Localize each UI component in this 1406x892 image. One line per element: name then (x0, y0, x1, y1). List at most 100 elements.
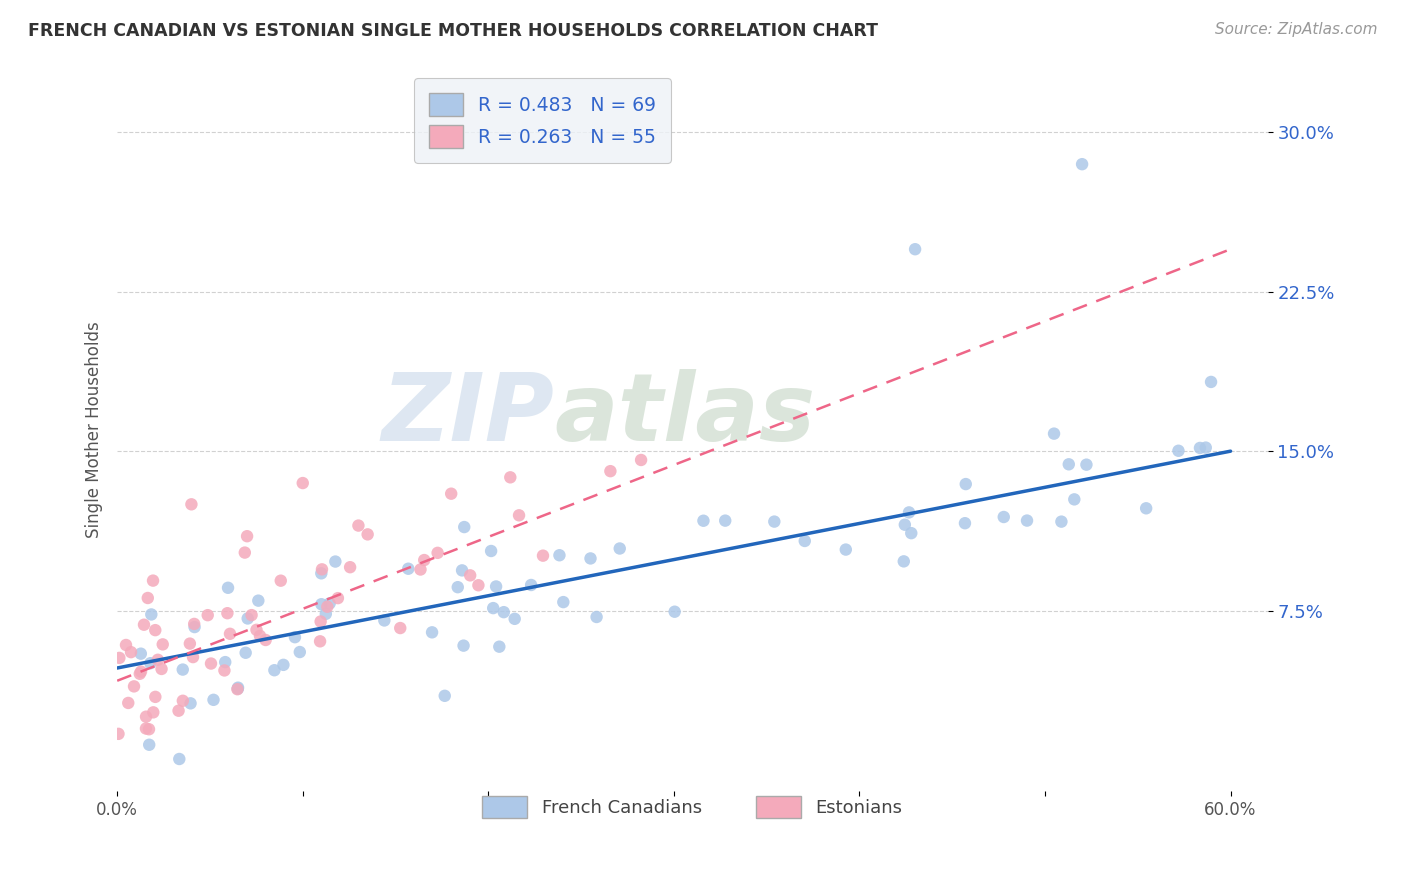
Point (179, 637, 201, 651)
Point (139, 657, 162, 671)
Point (214, 655, 236, 669)
Point (585, 610, 607, 624)
Point (953, 516, 976, 531)
Point (1195, 441, 1218, 455)
Point (135, 722, 157, 736)
Point (142, 706, 165, 720)
Point (599, 464, 621, 478)
Point (180, 696, 202, 710)
Point (609, 541, 631, 556)
Point (247, 593, 270, 607)
Point (479, 544, 502, 558)
Point (138, 723, 160, 737)
Point (1199, 375, 1222, 389)
Point (1135, 501, 1157, 516)
Point (1050, 515, 1073, 529)
Point (955, 477, 977, 491)
Point (900, 526, 922, 541)
Point (217, 606, 239, 620)
Point (122, 679, 145, 693)
Point (409, 562, 432, 576)
Point (453, 520, 475, 534)
Text: Source: ZipAtlas.com: Source: ZipAtlas.com (1215, 22, 1378, 37)
Point (128, 666, 150, 681)
Point (245, 623, 267, 637)
Point (1076, 458, 1098, 472)
Point (531, 549, 554, 563)
Point (316, 599, 339, 614)
Point (413, 553, 436, 567)
Point (311, 597, 333, 611)
Point (291, 476, 314, 491)
Point (373, 614, 395, 628)
Point (181, 650, 204, 665)
Point (129, 665, 152, 679)
Point (1063, 492, 1085, 507)
Point (485, 579, 508, 593)
Point (120, 645, 142, 659)
Point (453, 639, 475, 653)
Point (240, 608, 263, 623)
Point (763, 515, 786, 529)
Point (183, 620, 205, 634)
Point (236, 529, 259, 543)
Point (579, 551, 602, 566)
Point (249, 629, 271, 643)
Point (630, 453, 652, 467)
Point (1167, 443, 1189, 458)
Point (347, 518, 370, 533)
Point (226, 681, 249, 695)
Point (482, 601, 505, 615)
Point (325, 555, 347, 569)
Point (692, 514, 714, 528)
Point (508, 508, 530, 523)
Point (152, 637, 174, 651)
Point (288, 645, 311, 659)
Legend: French Canadians, Estonians: French Canadians, Estonians (475, 789, 910, 826)
Point (318, 596, 340, 610)
Point (664, 605, 686, 619)
Point (311, 566, 333, 581)
Point (273, 657, 295, 672)
Point (835, 542, 858, 557)
Point (458, 568, 481, 582)
Point (904, 242, 927, 256)
Point (226, 682, 249, 697)
Point (309, 634, 332, 648)
Point (236, 611, 259, 625)
Point (115, 638, 138, 652)
Point (142, 574, 165, 588)
Point (553, 595, 575, 609)
Point (254, 632, 277, 647)
Point (447, 580, 470, 594)
Point (503, 612, 526, 626)
Point (183, 616, 205, 631)
Point (993, 510, 1015, 524)
Y-axis label: Single Mother Households: Single Mother Households (86, 321, 103, 538)
Point (894, 517, 917, 532)
Point (356, 527, 378, 541)
Point (226, 681, 249, 696)
Point (520, 578, 543, 592)
Point (233, 545, 256, 559)
Point (136, 591, 159, 605)
Text: atlas: atlas (554, 369, 815, 461)
Point (440, 486, 463, 500)
Point (315, 607, 337, 621)
Point (420, 625, 443, 640)
Text: ZIP: ZIP (381, 369, 554, 461)
Point (1071, 157, 1094, 171)
Point (548, 548, 571, 562)
Point (1188, 441, 1211, 455)
Point (451, 563, 474, 577)
Point (1043, 426, 1066, 441)
Point (396, 562, 419, 576)
Point (263, 663, 285, 677)
Point (893, 554, 915, 568)
Point (146, 653, 169, 667)
Point (714, 514, 737, 528)
Point (180, 497, 202, 511)
Point (488, 640, 510, 654)
Point (309, 615, 332, 629)
Point (132, 617, 155, 632)
